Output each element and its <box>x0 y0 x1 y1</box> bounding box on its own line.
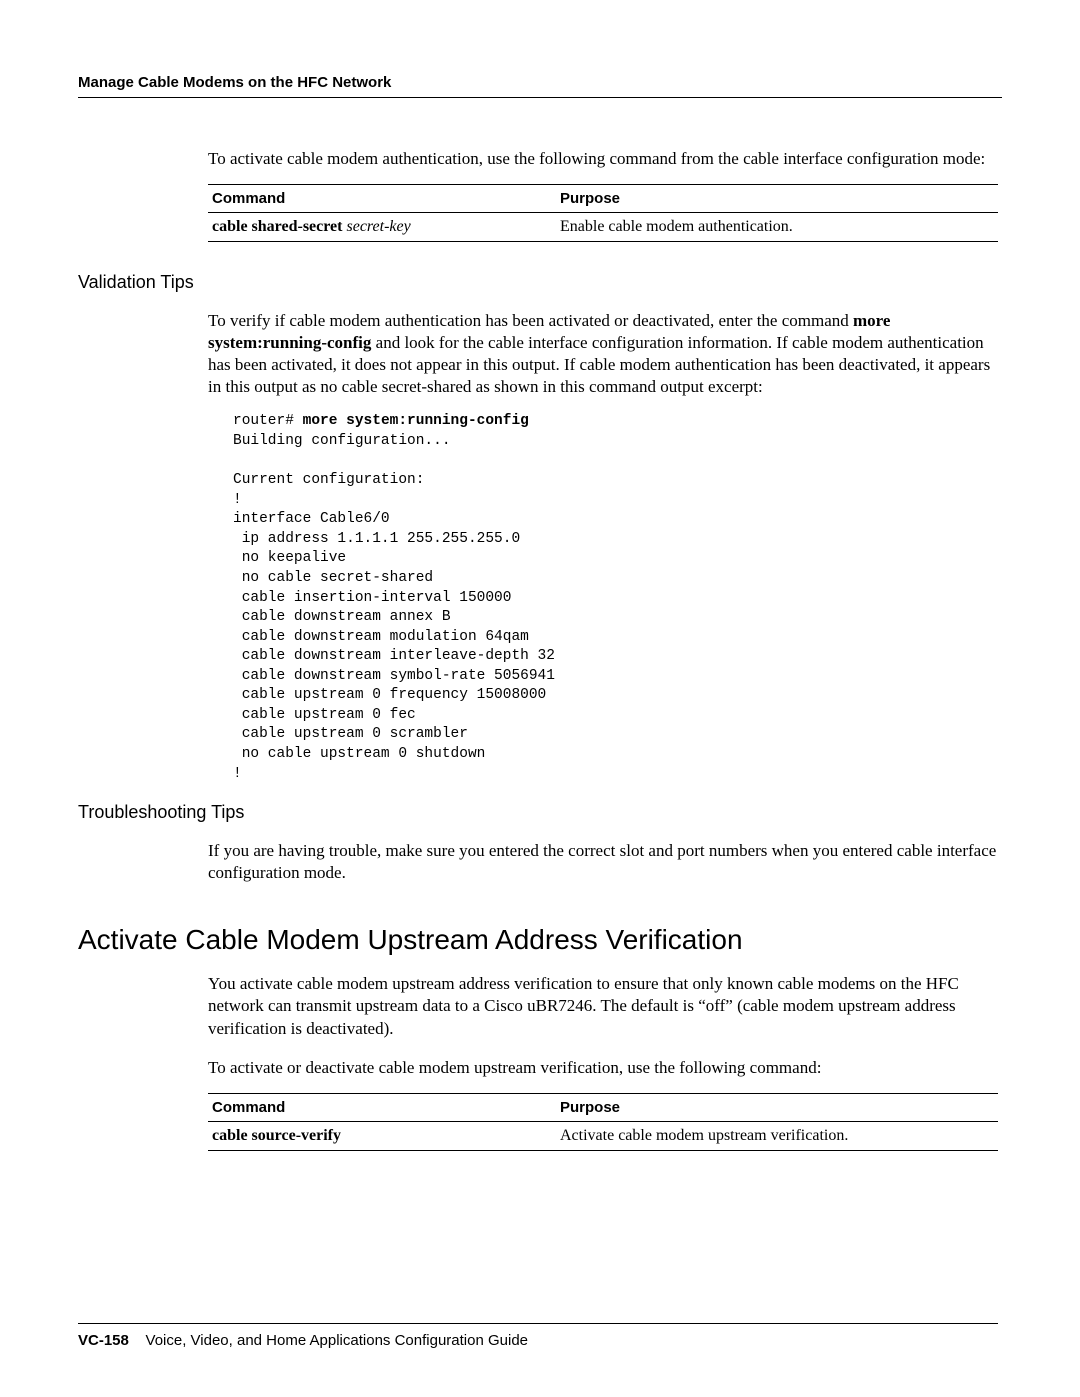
table1-head-purpose: Purpose <box>556 185 998 213</box>
code-command: more system:running-config <box>303 413 529 429</box>
table1-command-bold: cable shared-secret <box>212 218 342 235</box>
table1-cell-command: cable shared-secret secret-key <box>208 213 556 242</box>
troubleshoot-heading: Troubleshooting Tips <box>78 802 1002 823</box>
intro-paragraph: To activate cable modem authentication, … <box>208 148 1002 170</box>
page-footer: VC-158 Voice, Video, and Home Applicatio… <box>78 1323 998 1349</box>
command-table-2: Command Purpose cable source-verify Acti… <box>208 1093 998 1151</box>
table2-head-command: Command <box>208 1093 556 1121</box>
table2-command-bold: cable source-verify <box>212 1127 341 1144</box>
table2-cell-purpose: Activate cable modem upstream verificati… <box>556 1121 998 1150</box>
page-container: Manage Cable Modems on the HFC Network T… <box>0 0 1080 1397</box>
troubleshoot-paragraph: If you are having trouble, make sure you… <box>208 840 1002 884</box>
validation-heading: Validation Tips <box>78 272 1002 293</box>
footer-rule <box>78 1323 998 1324</box>
activate-heading: Activate Cable Modem Upstream Address Ve… <box>78 924 1002 956</box>
validation-paragraph: To verify if cable modem authentication … <box>208 310 1002 398</box>
activate-paragraph-1: You activate cable modem upstream addres… <box>208 973 1002 1039</box>
header-rule <box>78 97 1002 98</box>
code-prompt: router# <box>233 413 303 429</box>
footer-text: VC-158 Voice, Video, and Home Applicatio… <box>78 1332 998 1349</box>
command-table-1: Command Purpose cable shared-secret secr… <box>208 184 998 242</box>
table1-row: cable shared-secret secret-key Enable ca… <box>208 213 998 242</box>
table1-command-italic: secret-key <box>342 218 410 235</box>
footer-title: Voice, Video, and Home Applications Conf… <box>146 1332 528 1349</box>
validation-text-1: To verify if cable modem authentication … <box>208 311 853 330</box>
running-header: Manage Cable Modems on the HFC Network <box>78 74 1002 91</box>
code-block: router# more system:running-config Build… <box>233 412 1002 784</box>
table2-head-purpose: Purpose <box>556 1093 998 1121</box>
table1-head-command: Command <box>208 185 556 213</box>
table1-cell-purpose: Enable cable modem authentication. <box>556 213 998 242</box>
table2-row: cable source-verify Activate cable modem… <box>208 1121 998 1150</box>
footer-page-number: VC-158 <box>78 1332 129 1349</box>
activate-paragraph-2: To activate or deactivate cable modem up… <box>208 1057 1002 1079</box>
code-body: Building configuration... Current config… <box>233 433 555 782</box>
table2-cell-command: cable source-verify <box>208 1121 556 1150</box>
